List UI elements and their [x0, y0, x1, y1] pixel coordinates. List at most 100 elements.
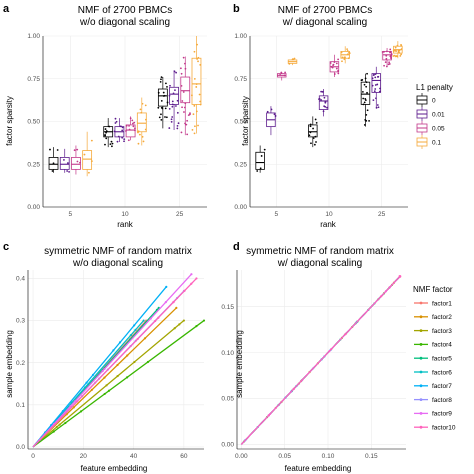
data-point — [115, 120, 118, 123]
legend-factor-label: factor5 — [432, 356, 452, 363]
data-point — [168, 127, 171, 129]
data-point — [197, 124, 199, 127]
data-point — [184, 122, 186, 125]
data-point — [309, 131, 312, 134]
panel-a-ytick-label: 1.00 — [27, 33, 40, 40]
data-point — [368, 119, 370, 122]
panel-c-xtick-label: 60 — [180, 453, 188, 460]
panel-b-box-0_1-rank-5 — [287, 57, 298, 66]
panel-d-ytick-label: 0.00 — [221, 442, 234, 449]
data-point — [123, 140, 125, 143]
data-point — [195, 86, 198, 88]
data-point — [196, 58, 199, 60]
data-point — [52, 430, 55, 433]
data-point — [165, 116, 168, 119]
data-point — [372, 99, 375, 102]
data-point — [52, 162, 55, 165]
data-point — [174, 89, 176, 92]
panel-b-box-0-rank-5 — [255, 145, 266, 173]
data-point — [76, 148, 79, 151]
panel-a-box-0_1-rank-25 — [191, 36, 202, 135]
data-point — [364, 99, 367, 102]
legend-point-swatch — [419, 425, 423, 429]
legend-l1-item-0_01: 0.01 — [416, 107, 445, 121]
data-point — [366, 109, 369, 112]
data-point — [196, 43, 198, 46]
data-point — [175, 306, 178, 310]
data-point — [343, 58, 346, 61]
data-point — [313, 143, 316, 146]
data-point — [384, 61, 387, 64]
legend-l1-penalty-title: L1 penalty — [416, 83, 453, 92]
data-point — [288, 62, 291, 65]
data-point — [125, 124, 128, 127]
legend-point-swatch — [419, 370, 423, 374]
box-body — [308, 124, 318, 138]
data-point — [270, 108, 273, 111]
data-point — [184, 102, 187, 105]
legend-point-swatch — [419, 398, 423, 401]
data-point — [346, 53, 349, 56]
panel-a-box-0-rank-10 — [103, 118, 114, 148]
data-point — [320, 90, 323, 93]
data-point — [376, 83, 379, 86]
data-point — [143, 337, 147, 340]
data-point — [385, 65, 388, 68]
data-point — [116, 140, 119, 143]
legend-factor-item-factor7: factor7 — [414, 383, 452, 390]
panel-d-ytick-label: 0.15 — [221, 304, 234, 311]
legend-l1-label: 0 — [432, 97, 436, 104]
panel-b-box-0_05-rank-10 — [329, 54, 340, 78]
series-factor2 — [32, 306, 178, 448]
data-point — [365, 81, 368, 84]
data-point — [191, 128, 194, 131]
legend-factor-label: factor8 — [432, 397, 452, 404]
data-point — [366, 91, 368, 94]
box-body — [71, 157, 81, 170]
data-point — [141, 135, 144, 138]
data-point — [154, 319, 157, 323]
data-point — [371, 84, 374, 87]
data-point — [163, 94, 166, 97]
data-point — [63, 159, 65, 161]
series-line — [32, 277, 197, 448]
panel-d-ytick-label: 0.10 — [221, 350, 234, 357]
panel-a-box-0_01-rank-25 — [168, 70, 180, 131]
data-point — [132, 125, 135, 128]
legend-point-swatch — [419, 343, 423, 346]
data-point — [199, 63, 202, 66]
data-point — [129, 117, 132, 120]
legend-nmf-factor-title: NMF factor — [413, 285, 453, 294]
data-point — [160, 113, 162, 116]
data-point — [362, 97, 365, 100]
legend-factor-label: factor9 — [432, 411, 452, 418]
data-point — [318, 97, 321, 100]
data-point — [76, 160, 79, 163]
data-point — [341, 60, 343, 63]
panel-a-box-0_05-rank-25 — [179, 56, 191, 136]
plot-b: 0.00 0.25 0.50 0.75 1.00 5 10 25 — [234, 33, 408, 218]
panel-b-box-0_01-rank-25 — [371, 66, 382, 109]
data-point — [177, 122, 180, 125]
data-point — [315, 141, 317, 143]
data-point — [66, 170, 69, 172]
data-point — [170, 120, 173, 123]
data-point — [259, 167, 262, 170]
data-point — [364, 77, 367, 80]
series-factor10 — [32, 277, 198, 448]
panel-a-title-line1: NMF of 2700 PBMCs — [78, 5, 172, 16]
legend-factor-label: factor4 — [432, 342, 452, 349]
data-point — [126, 354, 129, 357]
data-point — [117, 135, 120, 138]
data-point — [309, 123, 312, 126]
legend-nmf-factor: NMF factor factor1 factor2 factor3 factor4 f… — [413, 285, 456, 432]
panel-c-xtick-label: 20 — [80, 453, 88, 460]
data-point — [312, 127, 314, 130]
data-point — [183, 111, 185, 113]
data-point — [363, 124, 366, 126]
series-line — [240, 276, 401, 445]
data-point — [146, 360, 149, 364]
legend-factor-label: factor7 — [432, 383, 452, 390]
data-point — [157, 91, 160, 94]
data-point — [121, 129, 124, 132]
